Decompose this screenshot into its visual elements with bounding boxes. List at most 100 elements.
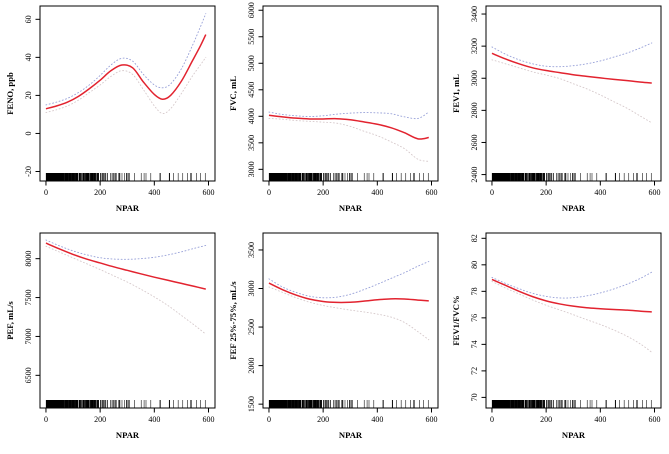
- y-tick-label: 80: [470, 261, 479, 269]
- smooth-fit-line: [45, 242, 206, 290]
- y-tick-label: 2400: [470, 167, 479, 183]
- x-tick-label: 0: [44, 415, 48, 424]
- y-axis: 70 72 74 76 78 80 82 FEV1/FVC%: [451, 234, 486, 401]
- x-tick-label: 200: [94, 188, 106, 197]
- x-axis-label: NPAR: [562, 430, 586, 440]
- y-tick-label: 3500: [247, 135, 256, 151]
- lower-ci-line: [491, 280, 653, 353]
- rug-plot: [45, 400, 206, 408]
- x-tick-label: 0: [490, 415, 494, 424]
- y-tick-label: 2500: [247, 319, 256, 335]
- plot-box: [39, 232, 216, 409]
- lower-ci-line: [45, 56, 207, 114]
- y-tick-label: 3200: [470, 38, 479, 54]
- y-tick-label: 20: [24, 91, 33, 99]
- rug-plot: [268, 400, 429, 408]
- x-tick-label: 0: [267, 415, 271, 424]
- chart-panel-fev1fvc: 0 200 400 600 NPAR 70 72 74 76 78 80 82 FEV1/FVC%: [446, 227, 669, 454]
- smooth-fit-line: [491, 278, 652, 313]
- y-tick-label: 40: [24, 53, 33, 61]
- x-axis-label: NPAR: [116, 203, 140, 213]
- y-tick-label: 70: [470, 393, 479, 401]
- x-axis-label: NPAR: [116, 430, 140, 440]
- plot-box: [262, 232, 439, 409]
- y-axis: 6500 7000 7500 8000 PEF, mL/s: [5, 251, 40, 383]
- x-axis-label: NPAR: [339, 430, 363, 440]
- y-tick-label: 3400: [470, 6, 479, 22]
- y-tick-label: 2000: [247, 358, 256, 374]
- y-tick-label: 7000: [24, 328, 33, 344]
- y-tick-label: 72: [470, 367, 479, 375]
- x-tick-label: 400: [594, 415, 606, 424]
- y-tick-label: 82: [470, 234, 479, 242]
- plot-box: [39, 5, 216, 182]
- lower-ci-line: [268, 117, 430, 162]
- x-tick-label: 600: [202, 415, 214, 424]
- x-axis-label: NPAR: [562, 203, 586, 213]
- x-tick-label: 600: [425, 188, 437, 197]
- x-axis: 0 200 400 600 NPAR: [44, 408, 214, 440]
- y-tick-label: 60: [24, 15, 33, 23]
- y-axis-label: PEF, mL/s: [5, 301, 15, 340]
- x-tick-label: 400: [148, 415, 160, 424]
- chart-panel-feno: 0 200 400 600 NPAR -20 0 20 40 60 FENO, ppb: [0, 0, 223, 227]
- chart-svg-fvc: 0 200 400 600 NPAR 3000 3500 4000 4500 5000 5500 60…: [228, 2, 439, 213]
- chart-svg-pef: 0 200 400 600 NPAR 6500 7000 7500 8000 PEF, mL/s: [5, 232, 216, 440]
- y-tick-label: 6000: [247, 2, 256, 18]
- y-tick-label: 7500: [24, 290, 33, 306]
- smooth-fit-line: [45, 34, 207, 110]
- y-tick-label: 3000: [247, 161, 256, 177]
- lower-ci-line: [45, 245, 207, 335]
- y-tick-label: 3500: [247, 242, 256, 258]
- chart-svg-fev1: 0 200 400 600 NPAR 2400 2600 2800 3000 3200 3400 FE…: [451, 5, 662, 213]
- y-axis-label: FEV1, mL: [451, 74, 461, 113]
- x-tick-label: 200: [540, 188, 552, 197]
- x-tick-label: 0: [267, 188, 271, 197]
- y-tick-label: 5000: [247, 55, 256, 71]
- upper-ci-line: [45, 13, 207, 106]
- plot-box: [485, 232, 662, 409]
- y-axis-label: FENO, ppb: [5, 72, 15, 115]
- rug-plot: [268, 173, 429, 181]
- x-axis: 0 200 400 600 NPAR: [490, 408, 660, 440]
- upper-ci-line: [491, 271, 653, 299]
- y-tick-label: 8000: [24, 251, 33, 267]
- y-axis: 3000 3500 4000 4500 5000 5500 6000 FVC, mL: [228, 2, 263, 177]
- chart-panel-fef2575: 0 200 400 600 NPAR 1500 2000 2500 3000 3500 FEF 25…: [223, 227, 446, 454]
- lower-ci-line: [268, 286, 430, 341]
- plot-box: [485, 5, 662, 182]
- x-tick-label: 400: [371, 415, 383, 424]
- plot-box: [262, 5, 439, 182]
- chart-panel-pef: 0 200 400 600 NPAR 6500 7000 7500 8000 PEF, mL/s: [0, 227, 223, 454]
- x-tick-label: 400: [594, 188, 606, 197]
- y-tick-label: 2600: [470, 134, 479, 150]
- rug-plot: [491, 400, 652, 408]
- smooth-fit-line: [268, 282, 429, 304]
- y-tick-label: 78: [470, 287, 479, 295]
- x-tick-label: 600: [425, 415, 437, 424]
- x-tick-label: 0: [490, 188, 494, 197]
- x-tick-label: 400: [371, 188, 383, 197]
- x-tick-label: 200: [540, 415, 552, 424]
- lower-ci-line: [491, 59, 653, 124]
- y-tick-label: 0: [24, 131, 33, 135]
- x-tick-label: 600: [202, 188, 214, 197]
- y-tick-label: 3000: [247, 281, 256, 297]
- x-tick-label: 0: [44, 188, 48, 197]
- x-axis: 0 200 400 600 NPAR: [490, 181, 660, 213]
- upper-ci-line: [268, 111, 430, 120]
- y-tick-label: 3000: [470, 70, 479, 86]
- y-axis: -20 0 20 40 60 FENO, ppb: [5, 15, 40, 177]
- y-axis-label: FEF 25%-75%, mL/s: [228, 281, 238, 360]
- smooth-fit-line: [491, 52, 652, 84]
- smooth-fit-line: [268, 114, 429, 140]
- y-axis-label: FVC, mL: [228, 76, 238, 111]
- chart-svg-fef2575: 0 200 400 600 NPAR 1500 2000 2500 3000 3500 FEF 25…: [228, 232, 439, 440]
- y-tick-label: 6500: [24, 367, 33, 383]
- y-tick-label: 4000: [247, 108, 256, 124]
- upper-ci-line: [268, 261, 430, 299]
- upper-ci-line: [45, 239, 207, 260]
- y-tick-label: 74: [470, 340, 479, 348]
- x-tick-label: 200: [94, 415, 106, 424]
